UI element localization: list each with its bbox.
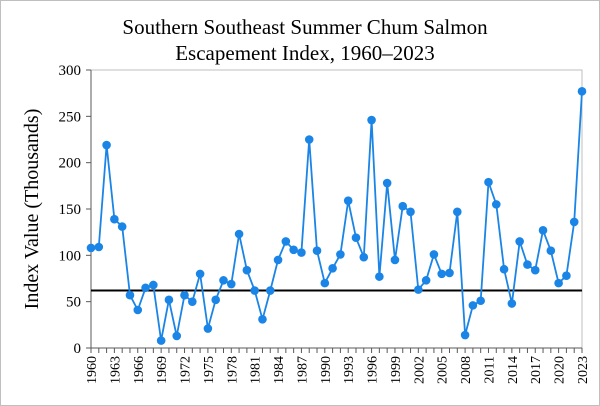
data-point [398,201,408,211]
data-point [258,314,267,324]
chart-title-line1: Southern Southeast Summer Chum Salmon [122,15,488,39]
x-tick-label: 1990 [319,356,334,384]
x-tick-label: 2008 [459,356,474,384]
data-point [515,237,524,246]
x-tick-label: 1981 [249,356,264,384]
data-point [195,269,205,279]
data-point [421,276,431,285]
x-tick-label: 2014 [506,356,521,384]
y-tick-label: 300 [59,63,82,79]
data-point [343,196,353,205]
x-tick-label: 1996 [366,356,381,384]
data-point [538,226,548,235]
data-point [289,245,298,255]
x-tick-label: 1966 [132,356,147,384]
x-tick-label: 1975 [202,356,217,384]
data-point [203,324,213,333]
data-point [445,268,454,278]
data-point [117,222,127,231]
data-point [133,305,143,315]
data-point [304,135,314,144]
data-point [102,140,111,150]
data-point [460,330,470,340]
data-point [320,278,330,288]
data-point [180,290,189,300]
x-tick-label: 2005 [436,356,451,384]
data-point [562,271,571,281]
data-point [429,250,439,259]
data-point [569,217,579,227]
data-point [476,296,485,306]
data-point [336,250,345,259]
x-tick-label: 2017 [529,356,544,384]
data-point [219,276,228,285]
x-tick-label: 2023 [576,356,591,384]
data-point [414,285,423,294]
data-point [546,246,556,255]
data-point [141,283,150,293]
x-tick-label: 1960 [85,356,100,384]
data-point [149,280,158,290]
x-tick-label: 1978 [225,356,240,384]
y-axis-label: Index Value (Thousands) [21,109,43,310]
data-point [453,207,462,217]
data-point [156,336,166,345]
x-tick-label: 2011 [482,356,497,383]
x-tick-label: 2020 [553,356,568,384]
data-point [577,87,587,96]
data-point [226,279,236,289]
data-point [164,295,174,305]
data-point [281,237,291,246]
data-point [94,242,104,252]
y-tick-label: 150 [59,202,82,218]
x-tick-label: 1972 [179,356,194,384]
data-point [328,264,337,273]
data-point [367,115,376,125]
plot-area-border [90,69,583,349]
data-point [172,331,182,341]
data-point [242,265,252,275]
data-point [359,252,369,262]
data-point [250,286,259,295]
data-point [390,255,400,265]
y-tick-label: 100 [59,248,82,264]
x-tick-label: 1993 [342,356,357,384]
data-point [312,246,322,255]
data-point [406,207,415,217]
data-point [234,229,244,239]
data-point [265,286,275,295]
data-point [530,265,540,275]
data-point [211,295,220,305]
y-tick-label: 200 [59,156,82,172]
data-point [110,214,119,224]
data-point [523,260,532,269]
series-line [90,91,583,341]
data-point [125,290,135,300]
data-point [375,272,384,281]
data-point [86,243,96,253]
chart-title-line2: Escapement Index, 1960–2023 [175,41,435,65]
data-point [554,278,563,288]
data-point [484,177,493,187]
x-tick-label: 1984 [272,356,287,384]
data-point [507,299,517,308]
x-tick-label: 1969 [155,356,170,384]
x-tick-label: 1999 [389,356,404,384]
data-point [382,178,392,188]
data-point [491,200,501,209]
x-tick-label: 1963 [108,356,123,384]
data-point [499,264,509,274]
y-tick-label: 0 [74,341,82,357]
x-tick-label: 1987 [295,356,310,384]
data-point [273,255,283,265]
y-tick-label: 250 [59,109,82,125]
data-point [437,269,447,279]
data-point [351,233,361,243]
y-tick-label: 50 [66,295,81,311]
x-tick-label: 2002 [412,356,427,384]
data-point [468,301,478,310]
data-point [297,248,306,257]
data-point [188,297,197,306]
